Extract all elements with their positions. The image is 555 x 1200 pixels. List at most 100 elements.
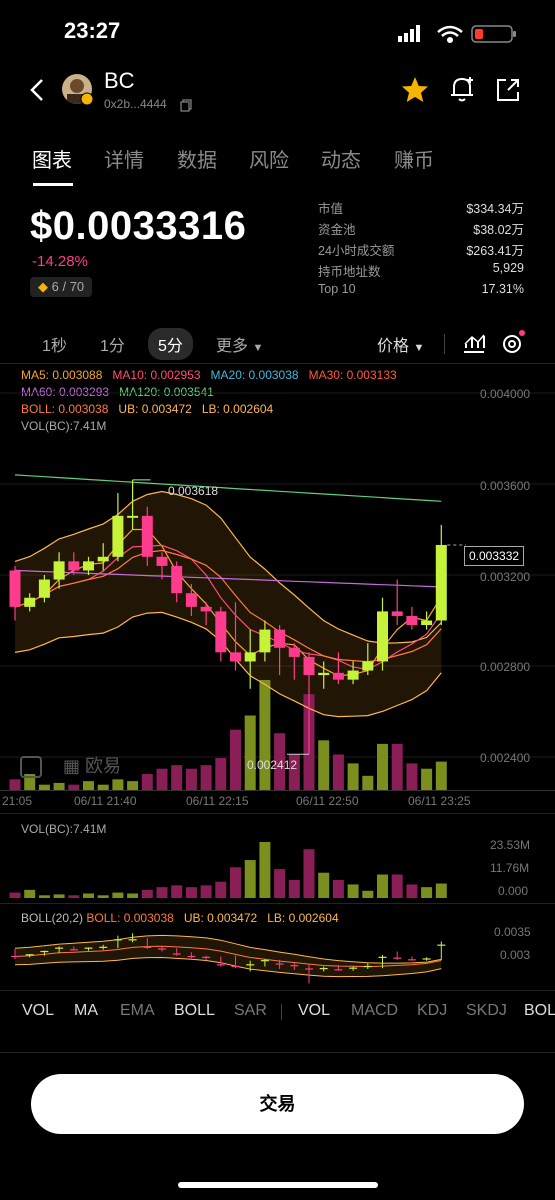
volume-bar	[112, 892, 124, 898]
back-icon[interactable]	[22, 74, 52, 106]
indicator-tab-vol[interactable]: VOL	[22, 1002, 55, 1019]
indicator-tab-kdj[interactable]: KDJ	[417, 1002, 448, 1019]
wifi-icon	[437, 25, 463, 44]
boll-panel-legend: BOLL(20,2) BOLL: 0.003038 UB: 0.003472 L…	[21, 911, 339, 925]
fullscreen-icon	[20, 756, 42, 779]
candle-body	[421, 620, 433, 626]
boll-axis-label: 0.0035	[494, 925, 531, 939]
tab-activity[interactable]: 动态	[321, 150, 361, 172]
candle-body	[38, 579, 50, 598]
time-axis-label: 06/11 23:25	[408, 794, 471, 808]
volume-bar	[406, 884, 418, 898]
watermark: ▦ 欧易	[20, 752, 121, 779]
rank-text: 6 / 70	[51, 279, 85, 294]
volume-bar	[230, 729, 241, 790]
tab-risk[interactable]: 风险	[249, 150, 289, 172]
volume-bar	[274, 733, 286, 790]
volume-bar	[200, 885, 212, 898]
tab-data[interactable]: 数据	[177, 150, 217, 172]
volume-bar	[112, 779, 124, 790]
tab-details[interactable]: 详情	[104, 150, 144, 172]
share-icon[interactable]	[494, 76, 522, 104]
indicator-tab-boll[interactable]: BOLL	[174, 1002, 215, 1019]
ma20-line	[14, 549, 442, 663]
boll-lower-line	[14, 956, 442, 978]
indicator-tab-ema[interactable]: EMA	[120, 1002, 155, 1019]
indicator-tab-sub-boll[interactable]: BOLL	[524, 1002, 555, 1019]
tab-earn[interactable]: 赚币	[394, 150, 434, 172]
candle-body	[318, 672, 330, 676]
volume-bar	[391, 874, 403, 898]
volume-bar	[68, 895, 80, 898]
volume-bar	[215, 758, 227, 790]
price-mode-dropdown[interactable]: 价格 ▼	[377, 338, 425, 355]
vol-axis-label: 0.000	[498, 884, 529, 898]
indicator-icon[interactable]	[462, 332, 486, 354]
price-axis-label: 0.002400	[480, 751, 531, 765]
divider	[0, 903, 555, 904]
timeframe-5m[interactable]: 5分	[148, 328, 193, 360]
vol-panel-title: VOL(BC):7.41M	[21, 822, 107, 836]
indicator-tab-ma[interactable]: MA	[74, 1002, 98, 1019]
status-icons	[398, 25, 516, 44]
tab-chart[interactable]: 图表	[32, 150, 72, 172]
volume-bar	[274, 869, 286, 898]
candle-body	[391, 611, 403, 616]
volume-bar	[141, 889, 153, 898]
favorite-star-icon[interactable]	[400, 76, 430, 104]
volume-bar	[230, 867, 241, 898]
volume-bar	[347, 884, 359, 898]
divider	[444, 334, 445, 354]
candle-body	[377, 611, 388, 662]
settings-icon[interactable]	[500, 330, 526, 356]
time-axis-label: 21:05	[2, 794, 33, 808]
rank-badge[interactable]: ◆ 6 / 70	[30, 277, 93, 297]
volume-bar	[377, 743, 388, 790]
candle-body	[68, 561, 80, 571]
volume-bar	[435, 883, 447, 898]
price-axis-label: 0.004000	[480, 387, 531, 401]
indicator-tab-sub-vol[interactable]: VOL	[298, 1002, 331, 1019]
price-alert-icon[interactable]	[448, 74, 476, 104]
volume-bar	[185, 768, 197, 790]
volume-bar	[435, 761, 447, 790]
volume-bar	[259, 842, 271, 898]
volume-bar	[318, 740, 330, 790]
candle-body	[288, 647, 300, 657]
indicator-tab-skdj[interactable]: SKDJ	[466, 1002, 507, 1019]
home-indicator	[178, 1182, 378, 1188]
timeframe-bar: 1秒 1分 5分 更多 ▼ 价格 ▼	[0, 326, 555, 360]
volume-bar	[9, 779, 21, 790]
volume-bar	[83, 781, 94, 790]
volume-bar	[377, 874, 388, 898]
indicator-tab-sar[interactable]: SAR	[234, 1002, 267, 1019]
copy-icon[interactable]	[180, 99, 193, 112]
volume-bar	[127, 893, 139, 898]
volume-bar	[406, 763, 418, 790]
indicator-tab-macd[interactable]: MACD	[351, 1002, 399, 1019]
timeframe-1s[interactable]: 1秒	[42, 338, 67, 355]
vol-axis-label: 11.76M	[490, 861, 530, 875]
boll-upper-line	[14, 490, 442, 644]
chevron-down-icon: ▼	[413, 342, 425, 354]
trade-button[interactable]: 交易	[31, 1074, 524, 1134]
candle-body	[347, 670, 359, 680]
volume-bar	[83, 893, 94, 898]
time-axis-label: 06/11 22:50	[296, 794, 359, 808]
current-price: $0.0033316	[30, 204, 247, 248]
timeframe-1m[interactable]: 1分	[100, 338, 125, 355]
timeframe-more[interactable]: 更多 ▼	[216, 338, 264, 355]
stat-row: Top 10 17.31%	[318, 282, 524, 296]
candle-body	[141, 515, 153, 557]
candle-body	[215, 611, 227, 653]
high-price-label: 0.003618	[168, 484, 219, 498]
stat-row: 市值 $334.34万	[318, 202, 524, 216]
ma60-line	[14, 569, 442, 588]
ma-legend: MA5: 0.003088 MA10: 0.002953 MA20: 0.003…	[21, 368, 397, 433]
divider	[0, 363, 555, 364]
candle-body	[332, 672, 344, 680]
volume-bar	[318, 872, 330, 898]
rank-icon: ◆	[38, 279, 48, 294]
volume-bar	[391, 743, 403, 790]
candlestick-chart[interactable]	[0, 364, 555, 810]
